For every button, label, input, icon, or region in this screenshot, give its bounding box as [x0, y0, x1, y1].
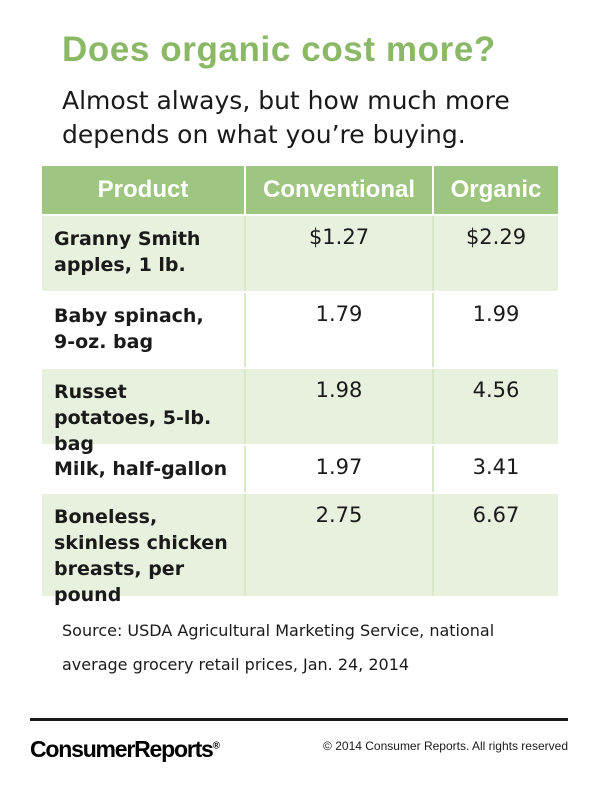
conventional-price-cell: 2.75: [246, 494, 434, 596]
conventional-price-cell: $1.27: [246, 216, 434, 291]
organic-price-cell: 6.67: [472, 503, 520, 527]
conventional-price-cell: 1.79: [246, 293, 434, 367]
organic-price-cell: 3.41: [472, 455, 520, 479]
product-cell: Baby spinach, 9-oz. bag: [54, 305, 204, 353]
organic-price-cell: $2.29: [465, 225, 527, 249]
consumer-reports-logo: ConsumerReports®: [30, 736, 220, 763]
product-cell: Granny Smith apples, 1 lb.: [54, 228, 201, 276]
product-cell: Milk, half-gallon: [42, 446, 246, 492]
copyright-notice: © 2014 Consumer Reports. All rights rese…: [323, 739, 568, 753]
conventional-price-cell: 1.97: [246, 446, 434, 492]
column-header-conventional: Conventional: [246, 166, 434, 214]
table-row: Granny Smith apples, 1 lb. $1.27 $2.29: [42, 214, 558, 291]
footer-divider: [30, 718, 568, 721]
table-row: Boneless, skinless chicken breasts, per …: [42, 492, 558, 606]
table-header: Product Conventional Organic: [42, 166, 558, 214]
page-subtitle: Almost always, but how much more depends…: [62, 86, 510, 149]
table-row: Baby spinach, 9-oz. bag 1.79 1.99: [42, 291, 558, 367]
registered-mark: ®: [212, 740, 221, 752]
table-row: Milk, half-gallon 1.97 3.41: [42, 444, 558, 492]
logo-text: ConsumerReports: [30, 736, 214, 762]
organic-price-cell: 4.56: [472, 378, 520, 402]
organic-price-cell: 1.99: [472, 302, 520, 326]
product-cell: Russet potatoes, 5-lb. bag: [54, 381, 212, 455]
product-cell: Boneless, skinless chicken breasts, per …: [54, 506, 228, 606]
price-table: Product Conventional Organic Granny Smit…: [42, 166, 558, 606]
column-header-organic: Organic: [450, 176, 542, 203]
conventional-price-cell: 1.98: [246, 369, 434, 444]
column-header-product: Product: [42, 166, 246, 214]
table-row: Russet potatoes, 5-lb. bag 1.98 4.56: [42, 367, 558, 455]
source-note: Source: USDA Agricultural Marketing Serv…: [62, 621, 495, 674]
page-title: Does organic cost more?: [62, 30, 496, 69]
